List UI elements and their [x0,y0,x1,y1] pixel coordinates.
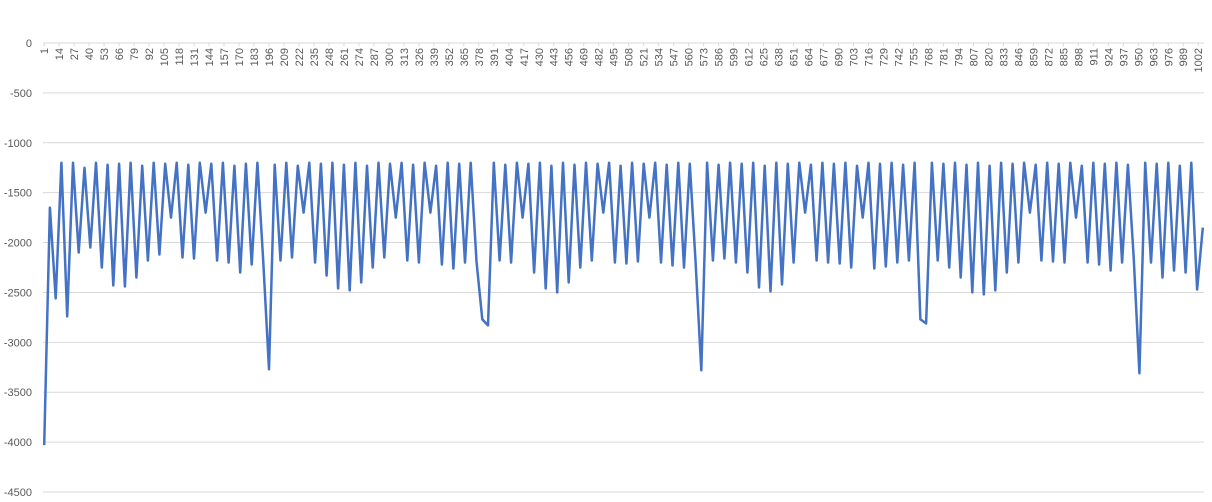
x-tick-label: 755 [908,48,920,66]
x-tick-label: 417 [519,48,531,66]
x-tick-label: 79 [129,48,141,60]
y-tick-label: -3000 [4,337,32,349]
x-tick-label: 183 [249,48,261,66]
y-tick-label: -3500 [4,387,32,399]
x-tick-label: 404 [504,48,516,66]
x-tick-label: 820 [983,48,995,66]
x-tick-label: 196 [264,48,276,66]
x-tick-label: 1002 [1193,48,1205,72]
x-tick-label: 157 [219,48,231,66]
x-tick-label: 365 [459,48,471,66]
x-tick-label: 170 [234,48,246,66]
y-tick-label: -4500 [4,487,32,499]
x-tick-label: 274 [354,48,366,66]
x-tick-label: 209 [279,48,291,66]
x-tick-label: 482 [594,48,606,66]
x-tick-label: 287 [369,48,381,66]
x-tick-label: 690 [834,48,846,66]
x-tick-label: 703 [849,48,861,66]
x-tick-label: 742 [893,48,905,66]
x-tick-label: 911 [1088,48,1100,66]
x-tick-label: 625 [759,48,771,66]
x-tick-label: 846 [1013,48,1025,66]
y-tick-label: -1500 [4,188,32,200]
x-tick-label: 339 [429,48,441,66]
y-tick-label: -2000 [4,238,32,250]
data-line [42,161,1205,446]
x-tick-label: 92 [144,48,156,60]
x-tick-label: 66 [114,48,126,60]
x-tick-label: 781 [938,48,950,66]
x-tick-label: 40 [84,48,96,60]
y-tick-label: -4000 [4,437,32,449]
x-tick-label: 131 [189,48,201,66]
x-tick-label: 586 [714,48,726,66]
x-tick-label: 534 [654,48,666,66]
y-tick-label: -2500 [4,287,32,299]
x-tick-label: 599 [729,48,741,66]
x-tick-label: 469 [579,48,591,66]
x-tick-label: 261 [339,48,351,66]
x-tick-label: 898 [1073,48,1085,66]
x-tick-label: 651 [789,48,801,66]
x-tick-label: 573 [699,48,711,66]
x-tick-label: 937 [1118,48,1130,66]
y-tick-label: -500 [10,88,32,100]
y-tick-label: 0 [26,38,32,50]
x-tick-label: 326 [414,48,426,66]
x-tick-label: 456 [564,48,576,66]
x-tick-label: 768 [923,48,935,66]
x-tick-label: 976 [1163,48,1175,66]
x-tick-label: 833 [998,48,1010,66]
x-tick-label: 872 [1043,48,1055,66]
x-tick-label: 547 [669,48,681,66]
x-tick-label: 521 [639,48,651,66]
x-tick-label: 989 [1178,48,1190,66]
x-tick-label: 352 [444,48,456,66]
x-tick-label: 105 [159,48,171,66]
x-tick-label: 950 [1133,48,1145,66]
x-tick-label: 612 [744,48,756,66]
x-tick-label: 248 [324,48,336,66]
x-tick-label: 664 [804,48,816,66]
x-tick-label: 807 [968,48,980,66]
x-tick-label: 27 [69,48,81,60]
x-tick-label: 14 [54,48,66,60]
x-tick-label: 495 [609,48,621,66]
x-tick-label: 313 [399,48,411,66]
x-tick-label: 443 [549,48,561,66]
x-tick-label: 53 [99,48,111,60]
x-tick-label: 144 [204,48,216,66]
x-tick-label: 729 [878,48,890,66]
x-tick-label: 391 [489,48,501,66]
x-tick-label: 430 [534,48,546,66]
x-tick-label: 638 [774,48,786,66]
x-tick-label: 677 [819,48,831,66]
x-tick-label: 378 [474,48,486,66]
x-tick-label: 235 [309,48,321,66]
x-tick-label: 885 [1058,48,1070,66]
x-tick-label: 924 [1103,48,1115,66]
x-tick-label: 118 [174,48,186,66]
x-tick-label: 716 [863,48,875,66]
y-tick-label: -1000 [4,138,32,150]
x-tick-label: 560 [684,48,696,66]
x-tick-label: 794 [953,48,965,66]
x-tick-label: 963 [1148,48,1160,66]
x-tick-label: 508 [624,48,636,66]
x-tick-label: 859 [1028,48,1040,66]
x-tick-label: 300 [384,48,396,66]
x-tick-label: 1 [39,48,51,54]
x-tick-label: 222 [294,48,306,66]
